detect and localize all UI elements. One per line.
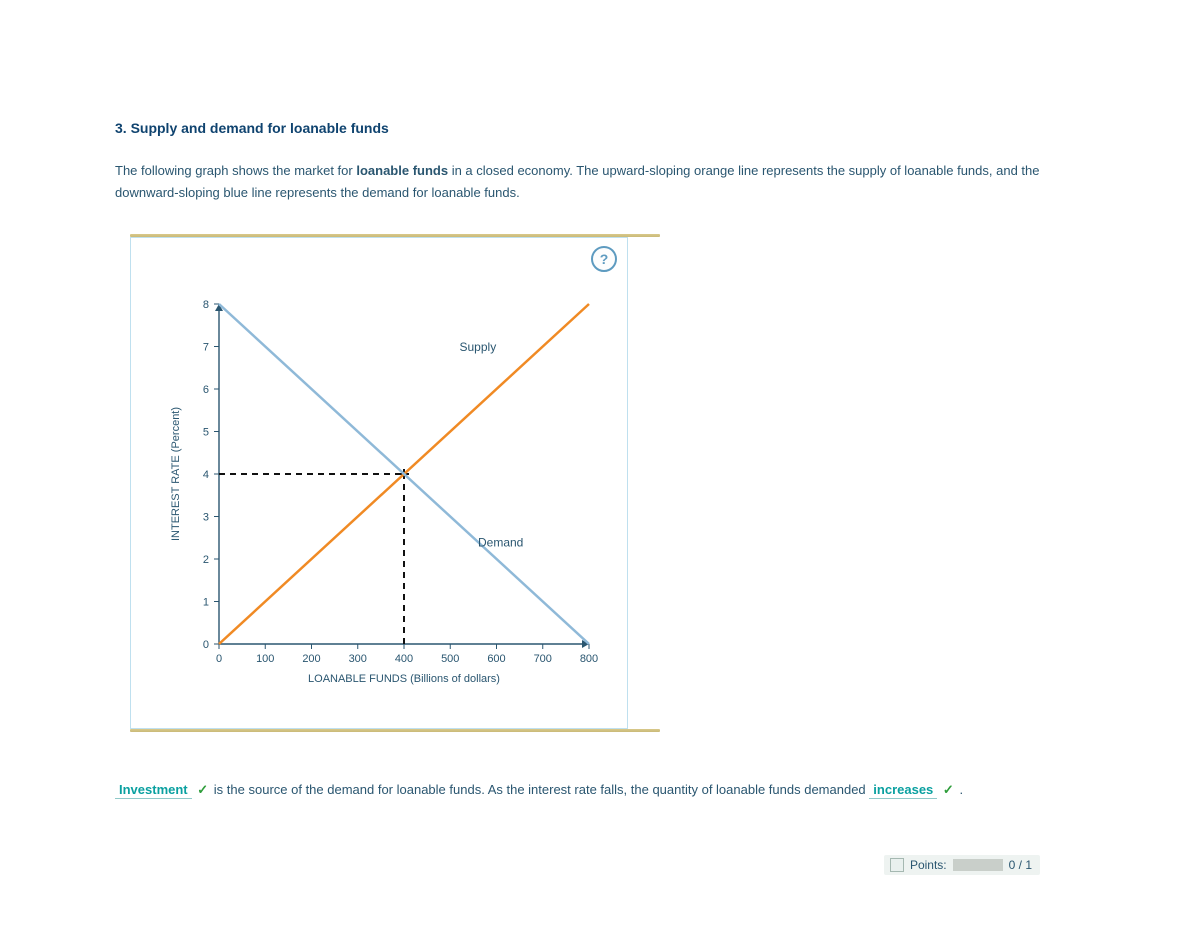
desc-pre: The following graph shows the market for: [115, 163, 356, 178]
svg-text:200: 200: [302, 653, 320, 665]
points-label: Points:: [910, 858, 947, 872]
svg-text:Supply: Supply: [460, 340, 497, 354]
svg-text:8: 8: [203, 299, 209, 311]
answer-tail: .: [959, 782, 963, 797]
svg-text:INTEREST RATE (Percent): INTEREST RATE (Percent): [170, 407, 182, 541]
check-icon: ✓: [197, 782, 208, 797]
svg-text:3: 3: [203, 512, 209, 524]
svg-text:700: 700: [534, 653, 552, 665]
svg-text:400: 400: [395, 653, 413, 665]
points-bar: Points: 0 / 1: [884, 855, 1040, 875]
points-meter: [953, 859, 1003, 871]
svg-text:100: 100: [256, 653, 274, 665]
flag-icon[interactable]: [890, 858, 904, 872]
svg-text:Demand: Demand: [478, 535, 523, 549]
question-title: 3. Supply and demand for loanable funds: [115, 120, 1085, 136]
svg-text:4: 4: [203, 469, 209, 481]
check-icon: ✓: [943, 782, 954, 797]
svg-text:LOANABLE FUNDS (Billions of do: LOANABLE FUNDS (Billions of dollars): [308, 673, 500, 685]
answer-mid: is the source of the demand for loanable…: [214, 782, 869, 797]
points-score: 0 / 1: [1009, 858, 1032, 872]
desc-bold: loanable funds: [356, 163, 448, 178]
svg-text:6: 6: [203, 384, 209, 396]
svg-text:0: 0: [216, 653, 222, 665]
answer-sentence: Investment ✓ is the source of the demand…: [115, 782, 1085, 798]
svg-text:5: 5: [203, 427, 209, 439]
svg-text:300: 300: [349, 653, 367, 665]
svg-text:500: 500: [441, 653, 459, 665]
answer-blank-1[interactable]: Investment: [115, 782, 192, 799]
question-page: 3. Supply and demand for loanable funds …: [0, 0, 1200, 927]
svg-text:800: 800: [580, 653, 598, 665]
svg-text:0: 0: [203, 639, 209, 651]
svg-text:600: 600: [487, 653, 505, 665]
answer-blank-2[interactable]: increases: [869, 782, 937, 799]
chart-card: ? 0 100 200 300 400 500 600 700 800 0 1 2 3 4 5 6 7 8 LOAN…: [130, 237, 628, 729]
help-icon[interactable]: ?: [591, 246, 617, 272]
question-description: The following graph shows the market for…: [115, 160, 1075, 204]
svg-text:2: 2: [203, 554, 209, 566]
divider-bottom: [130, 729, 660, 732]
svg-text:1: 1: [203, 597, 209, 609]
loanable-funds-chart[interactable]: 0 100 200 300 400 500 600 700 800 0 1 2 3 4 5 6 7 8 LOANAB…: [149, 294, 609, 714]
svg-text:7: 7: [203, 342, 209, 354]
